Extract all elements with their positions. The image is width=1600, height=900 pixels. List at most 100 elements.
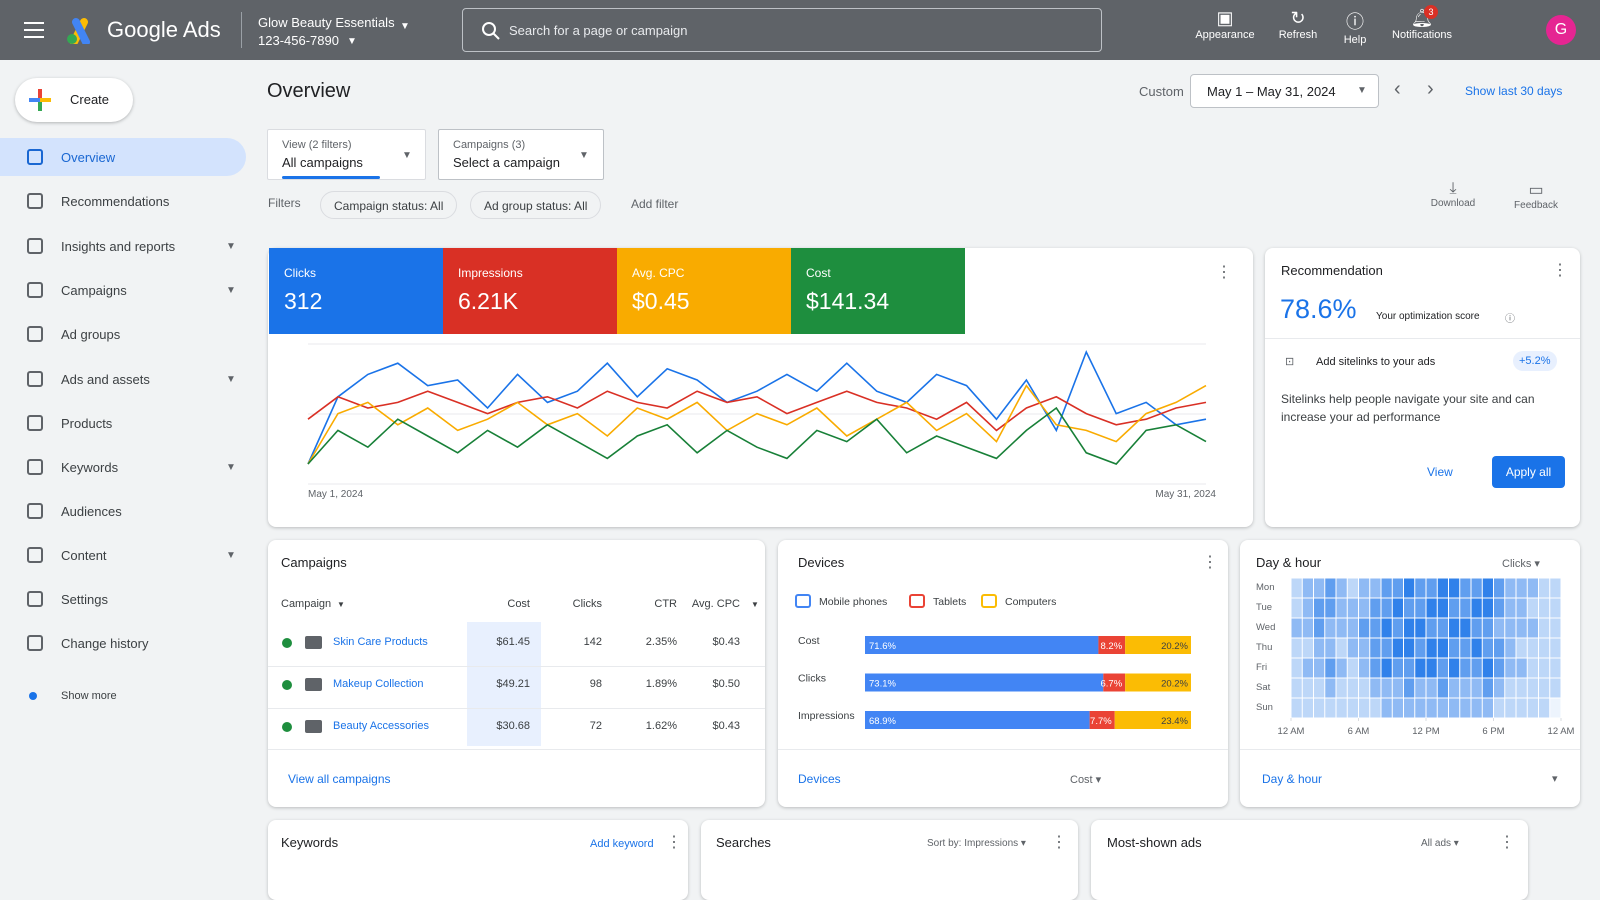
card-title: Devices: [798, 555, 845, 570]
bar-segment: [1103, 673, 1126, 692]
chevron: ▼: [226, 461, 236, 473]
next-button[interactable]: ›: [1427, 78, 1434, 100]
column-header[interactable]: Avg. CPC: [691, 598, 740, 610]
avatar[interactable]: G: [1546, 15, 1576, 45]
heat-cell: [1392, 618, 1403, 638]
heat-cell: [1314, 638, 1325, 658]
nav-item[interactable]: Overview: [0, 138, 246, 176]
column-header[interactable]: Cost: [507, 598, 530, 610]
more-menu[interactable]: ⋮: [1202, 554, 1218, 571]
icon-shape: [27, 459, 43, 475]
ads-filter[interactable]: All ads ▾: [1421, 838, 1459, 849]
nav-item[interactable]: Campaigns ▼: [0, 271, 246, 309]
feedback-button[interactable]: ▭ Feedback: [1514, 182, 1558, 211]
refresh-button[interactable]: ↻ Refresh: [1278, 8, 1318, 41]
heat-cell: [1471, 698, 1482, 718]
more-menu[interactable]: ⋮: [1216, 264, 1232, 281]
column-header[interactable]: Campaign: [281, 598, 332, 610]
metric-tile[interactable]: Clicks 312: [269, 248, 443, 334]
menu-icon[interactable]: [24, 21, 46, 39]
day-label: Thu: [1256, 642, 1272, 653]
day-hour-link[interactable]: Day & hour: [1262, 772, 1323, 786]
dropdown-arrow: ▼: [1357, 85, 1367, 96]
more-menu[interactable]: ⋮: [1552, 262, 1568, 279]
bar-segment: [1089, 711, 1115, 729]
add-keyword[interactable]: Add keyword: [590, 838, 654, 850]
cell: 1.62%: [645, 720, 677, 732]
filter-chip[interactable]: Campaign status: All: [320, 191, 458, 219]
divider: [778, 749, 1228, 750]
download-button[interactable]: ⤓ Download: [1430, 180, 1476, 209]
appearance-button[interactable]: ▣ Appearance: [1195, 8, 1255, 41]
heat-cell: [1415, 638, 1426, 658]
campaign-name[interactable]: Skin Care Products: [333, 636, 428, 648]
view-all-campaigns[interactable]: View all campaigns: [288, 772, 391, 786]
cell: $49.21: [496, 678, 530, 690]
notifications-button[interactable]: 🔔︎ Notifications: [1392, 8, 1452, 41]
metric-tile[interactable]: Impressions 6.21K: [443, 248, 617, 334]
heat-cell: [1291, 638, 1302, 658]
account-name[interactable]: Glow Beauty Essentials: [258, 15, 395, 30]
metric-select[interactable]: Clicks ▾: [1502, 558, 1540, 570]
nav-item[interactable]: Products: [0, 404, 246, 442]
view-filter[interactable]: View (2 filters) All campaigns ▼: [267, 129, 426, 180]
nav-item[interactable]: Ads and assets ▼: [0, 360, 246, 398]
bar-segment: [1114, 711, 1191, 729]
sort-select[interactable]: Sort by: Impressions ▾: [927, 838, 1026, 849]
prev-button[interactable]: ‹: [1394, 78, 1401, 100]
icon-shape: [27, 238, 43, 254]
cell: $0.43: [712, 720, 740, 732]
apply-all-button[interactable]: Apply all: [1492, 456, 1565, 488]
filter-chip[interactable]: Ad group status: All: [470, 191, 602, 219]
nav-item[interactable]: Keywords ▼: [0, 448, 246, 486]
view-button[interactable]: View: [1427, 465, 1453, 479]
icon-shape: [27, 326, 43, 342]
tool-label: Download: [1430, 198, 1476, 209]
campaign-name[interactable]: Beauty Accessories: [333, 720, 429, 732]
campaign-name[interactable]: Makeup Collection: [333, 678, 424, 690]
more-menu[interactable]: ⋮: [1499, 834, 1515, 851]
action-label: Notifications: [1392, 29, 1452, 41]
nav-item[interactable]: Insights and reports ▼: [0, 227, 246, 265]
help-button[interactable]: ⓘ Help: [1343, 12, 1367, 46]
column-header[interactable]: Clicks: [572, 598, 602, 610]
date-picker[interactable]: May 1 – May 31, 2024 ▼: [1190, 74, 1379, 108]
metric-tile[interactable]: Avg. CPC $0.45: [617, 248, 791, 334]
heat-cell: [1291, 618, 1302, 638]
last-30-days[interactable]: Show last 30 days: [1465, 84, 1563, 98]
heat-cell: [1370, 598, 1381, 618]
heat-cell: [1539, 698, 1550, 718]
metric-tile[interactable]: Cost $141.34: [791, 248, 965, 334]
heat-cell: [1347, 578, 1358, 598]
account-id[interactable]: 123-456-7890: [258, 33, 339, 48]
nav-item[interactable]: Recommendations: [0, 182, 246, 220]
dropdown-arrow: ▼: [402, 150, 412, 161]
devices-link[interactable]: Devices: [798, 772, 841, 786]
brand: Google Ads: [107, 17, 221, 42]
metric-select[interactable]: Cost ▾: [1070, 774, 1102, 786]
campaign-filter[interactable]: Campaigns (3) Select a campaign ▼: [438, 129, 604, 180]
nav-item[interactable]: Content ▼: [0, 536, 246, 574]
expand-button[interactable]: ▾: [1552, 773, 1558, 785]
create-button[interactable]: Create: [15, 78, 133, 122]
heat-cell: [1314, 658, 1325, 678]
search-box[interactable]: Search for a page or campaign: [462, 8, 1102, 52]
heat-cell: [1550, 598, 1561, 618]
nav-item[interactable]: Audiences: [0, 492, 246, 530]
nav-item[interactable]: Settings: [0, 580, 246, 618]
show-more[interactable]: Show more: [0, 677, 246, 715]
column-header[interactable]: CTR: [654, 598, 677, 610]
nav-item[interactable]: Ad groups: [0, 315, 246, 353]
more-menu[interactable]: ⋮: [666, 834, 682, 851]
info-icon[interactable]: ⓘ: [1505, 314, 1515, 325]
heat-cell: [1437, 678, 1448, 698]
heat-cell: [1370, 678, 1381, 698]
heat-cell: [1359, 658, 1370, 678]
more-menu[interactable]: ⋮: [1051, 834, 1067, 851]
nav-item[interactable]: Change history: [0, 624, 246, 662]
heat-cell: [1359, 678, 1370, 698]
add-filter[interactable]: Add filter: [631, 197, 679, 211]
nav-icon: [27, 635, 43, 651]
heat-cell: [1325, 578, 1336, 598]
sorted-column-bg: [467, 622, 541, 746]
